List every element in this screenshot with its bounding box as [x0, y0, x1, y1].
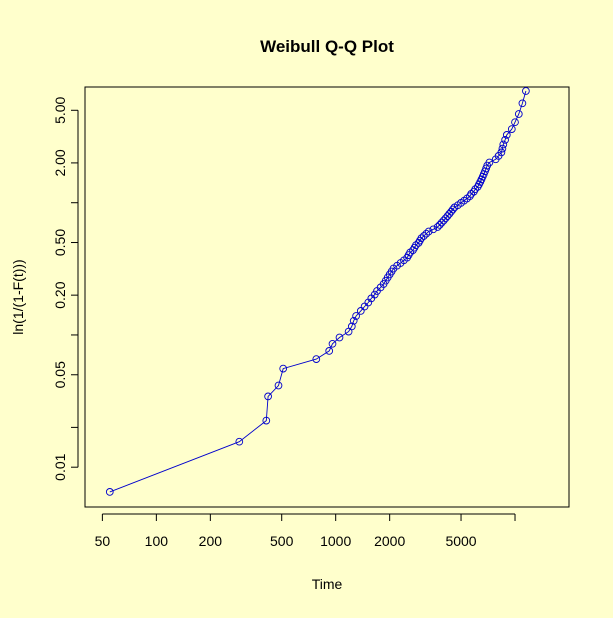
y-tick-label: 2.00 [52, 149, 68, 176]
data-point [448, 205, 457, 214]
data-point [422, 229, 431, 238]
data-point [498, 144, 507, 153]
data-point [235, 437, 244, 446]
data-point [433, 223, 442, 231]
x-axis-label: Time [312, 576, 343, 592]
data-point [349, 316, 358, 325]
chart-title: Weibull Q-Q Plot [260, 37, 394, 56]
data-point [514, 110, 523, 118]
data-point [352, 312, 360, 320]
data-point [274, 381, 283, 390]
data-point [105, 488, 114, 496]
x-tick-label: 50 [95, 533, 111, 549]
x-tick-label: 500 [270, 533, 294, 549]
x-tick-label: 100 [145, 533, 169, 549]
data-point [429, 225, 438, 234]
x-tick-label: 200 [199, 533, 223, 549]
y-axis-label: ln(1/(1-F(t))) [10, 259, 26, 334]
data-point [335, 333, 344, 342]
plot-area-frame [84, 86, 570, 508]
data-point [414, 239, 423, 247]
data-point [507, 125, 516, 133]
data-point [412, 241, 420, 250]
data-point [466, 192, 474, 201]
data-point [502, 131, 511, 139]
data-point [499, 140, 508, 149]
x-tick-label: 1000 [320, 533, 351, 549]
data-point [497, 148, 506, 157]
data-point [435, 221, 444, 229]
data-point [424, 227, 433, 236]
series-line [109, 90, 527, 493]
data-point [518, 99, 527, 108]
x-axis: 50 100 200 500 1000 2000 5000 [95, 513, 516, 549]
data-point [522, 87, 530, 95]
data-point [437, 218, 446, 227]
y-tick-label: 0.01 [52, 453, 68, 480]
y-tick-label: 0.50 [52, 229, 68, 256]
data-point [439, 216, 448, 225]
data-point [417, 234, 426, 243]
data-point [279, 364, 288, 373]
series-layer [105, 87, 530, 496]
data-point [471, 185, 480, 194]
y-axis: 0.01 0.05 0.20 0.50 2.00 5.00 [52, 96, 79, 481]
y-tick-label: 0.05 [52, 361, 68, 388]
y-tick-label: 0.20 [52, 281, 68, 308]
data-point [312, 355, 321, 363]
data-point [347, 322, 356, 331]
data-point [356, 307, 365, 315]
data-point [419, 232, 428, 240]
data-point [501, 136, 509, 144]
data-point [485, 158, 494, 167]
data-point [264, 392, 272, 401]
data-point [467, 190, 476, 198]
y-tick-label: 5.00 [52, 96, 68, 123]
data-point [262, 416, 271, 425]
data-point [325, 347, 334, 355]
data-point [328, 339, 337, 348]
data-point [511, 118, 519, 127]
x-tick-label: 5000 [445, 533, 476, 549]
x-tick-label: 2000 [374, 533, 405, 549]
